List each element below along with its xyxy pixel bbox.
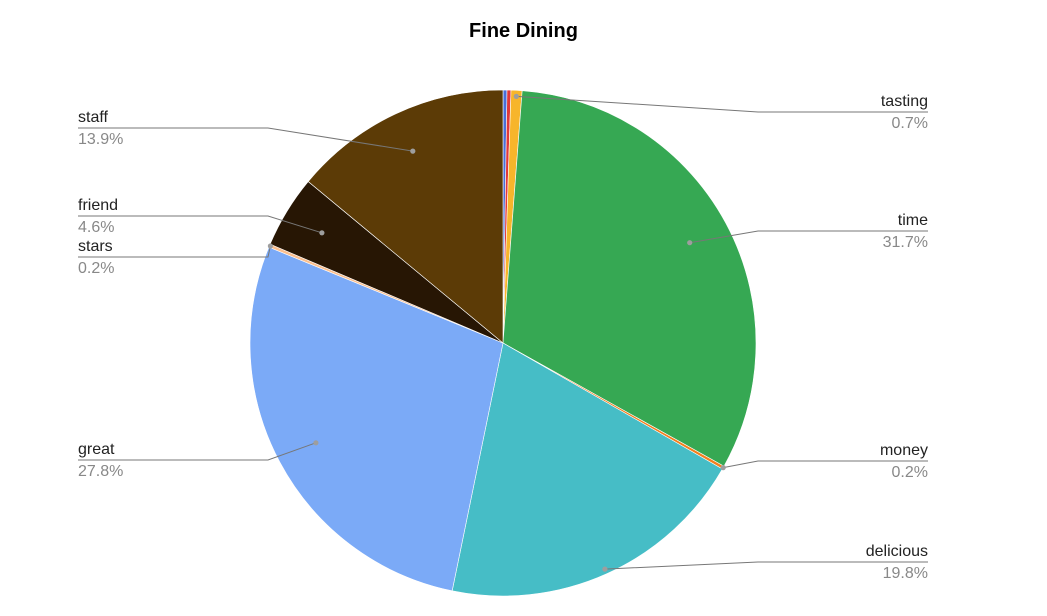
slice-percent-delicious: 19.8%	[883, 565, 928, 582]
leader-line-tasting	[516, 95, 928, 113]
pie-slice-time	[502, 90, 757, 467]
slice-percent-stars: 0.2%	[78, 260, 114, 277]
leader-dot-great	[313, 440, 319, 446]
slice-label-tasting: tasting	[881, 93, 928, 110]
leader-dot-stars	[267, 243, 273, 249]
slice-percent-staff: 13.9%	[78, 131, 123, 148]
leader-line-delicious	[604, 561, 928, 570]
slice-label-money: money	[880, 442, 928, 459]
pie-slice-delicious	[451, 342, 723, 597]
leader-line-friend	[78, 215, 323, 234]
leader-dot-money	[720, 465, 726, 471]
slice-label-great: great	[78, 441, 115, 458]
slice-percent-friend: 4.6%	[78, 219, 114, 236]
slice-percent-time: 31.7%	[883, 234, 928, 251]
slice-label-staff: staff	[78, 109, 109, 126]
leader-dot-delicious	[602, 566, 608, 572]
leader-line-great	[78, 442, 317, 461]
slice-percent-great: 27.8%	[78, 463, 123, 480]
chart-title: Fine Dining	[469, 20, 578, 42]
pie-slice-staff	[307, 89, 504, 344]
slice-label-time: time	[898, 212, 928, 229]
slice-label-friend: friend	[78, 197, 118, 214]
slice-percent-money: 0.2%	[892, 464, 928, 481]
slice-percent-tasting: 0.7%	[892, 115, 928, 132]
leader-line-stars	[78, 245, 271, 258]
leader-dot-time	[687, 240, 693, 246]
leader-dot-tasting	[513, 93, 519, 99]
leader-dot-staff	[410, 148, 416, 154]
leader-line-time	[689, 230, 928, 244]
leader-dot-friend	[319, 230, 325, 236]
leader-line-money	[723, 460, 928, 469]
slice-label-delicious: delicious	[866, 543, 928, 560]
slice-label-stars: stars	[78, 238, 113, 255]
leader-line-staff	[78, 127, 413, 152]
pie-slice-great	[249, 246, 504, 592]
